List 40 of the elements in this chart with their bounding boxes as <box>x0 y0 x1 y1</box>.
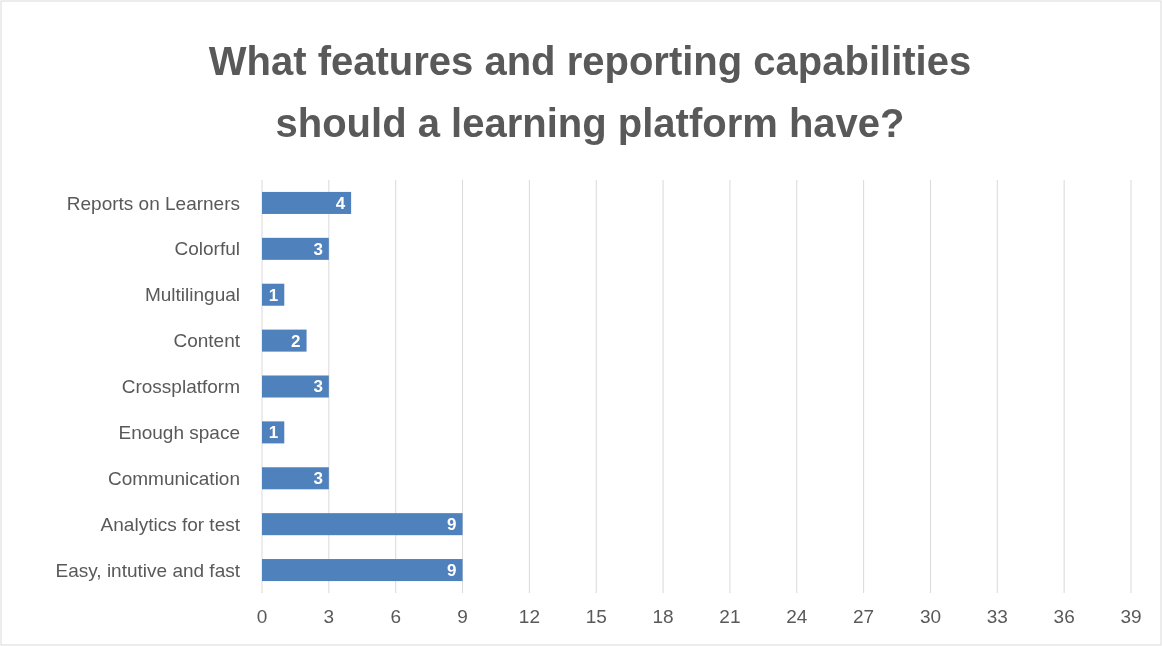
bar <box>262 559 463 582</box>
x-tick-label: 21 <box>719 606 741 627</box>
y-tick-label: Content <box>173 330 241 352</box>
x-tick-label: 18 <box>652 606 674 627</box>
x-tick-label: 39 <box>1120 606 1142 627</box>
data-label: 4 <box>335 193 346 213</box>
data-label: 9 <box>447 515 457 535</box>
y-tick-label: Multilingual <box>144 284 240 306</box>
data-label: 3 <box>313 469 323 489</box>
y-tick-label: Reports on Learners <box>66 192 240 214</box>
data-label: 2 <box>291 331 301 351</box>
x-tick-label: 30 <box>919 606 942 627</box>
data-label: 1 <box>268 423 279 443</box>
x-tick-label: 15 <box>585 606 607 627</box>
data-label: 1 <box>268 285 279 305</box>
y-tick-label: Colorful <box>174 238 240 260</box>
bar <box>262 467 329 490</box>
x-tick-label: 6 <box>390 606 401 627</box>
y-tick-label: Analytics for test <box>100 513 241 535</box>
x-tick-label: 33 <box>986 606 1008 627</box>
y-tick-label: Communication <box>108 467 240 489</box>
bar <box>262 237 329 260</box>
y-tick-label: Enough space <box>118 422 240 444</box>
data-label: 3 <box>313 377 323 397</box>
data-label: 9 <box>447 561 457 581</box>
x-tick-label: 3 <box>323 606 335 627</box>
bar <box>262 375 329 398</box>
bar <box>262 513 463 536</box>
data-label: 3 <box>313 239 323 259</box>
bar <box>262 191 352 214</box>
y-tick-label: Easy, intutive and fast <box>55 559 241 581</box>
x-tick-label: 36 <box>1053 606 1075 627</box>
bar <box>262 329 307 352</box>
y-tick-label: Crossplatform <box>121 376 240 398</box>
x-tick-label: 12 <box>518 606 540 627</box>
x-tick-label: 9 <box>457 606 468 627</box>
x-tick-label: 0 <box>256 606 268 627</box>
chart-title: What features and reporting capabilities should a learning platform have? <box>208 39 972 145</box>
x-tick-label: 24 <box>786 606 808 627</box>
x-tick-label: 27 <box>853 606 875 627</box>
